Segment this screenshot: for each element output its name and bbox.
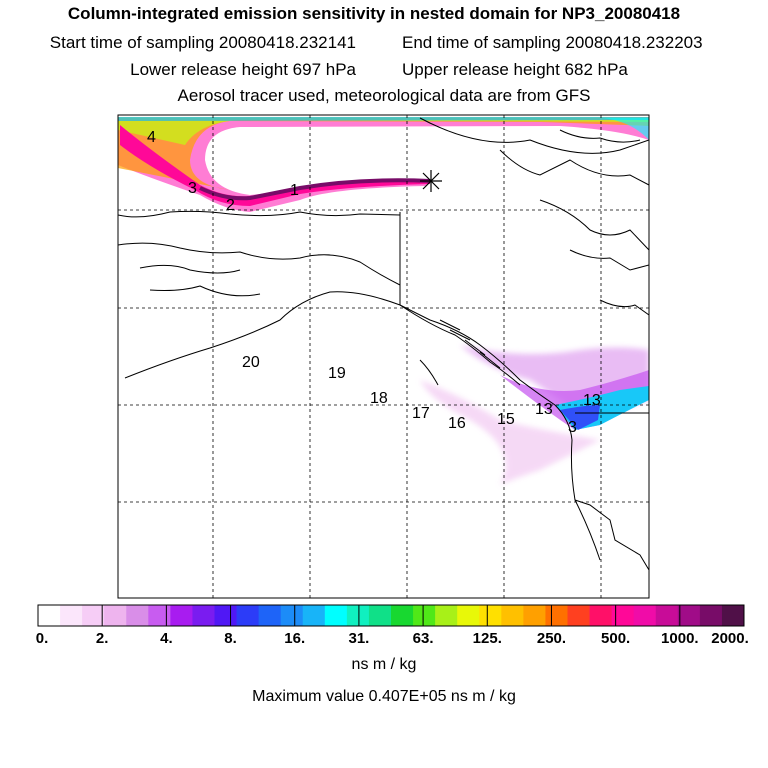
- colorbar-swatch: [589, 605, 613, 626]
- day-marker: 4: [147, 129, 156, 146]
- colorbar-label: 0.: [35, 630, 49, 647]
- colorbar-label: 125.: [472, 630, 502, 647]
- colorbar-swatch: [501, 605, 524, 626]
- colorbar-swatch: [677, 605, 701, 626]
- upper-release-height: Upper release height 682 hPa: [402, 60, 628, 79]
- day-marker: 1: [290, 182, 299, 199]
- tracer-note: Aerosol tracer used, meteorological data…: [177, 86, 591, 105]
- colorbar-swatch: [523, 605, 546, 626]
- colorbar-swatch: [104, 605, 127, 626]
- day-marker: 18: [370, 390, 388, 407]
- colorbar-swatch: [655, 605, 679, 626]
- lower-release-height: Lower release height 697 hPa: [130, 60, 356, 79]
- colorbar-swatch: [435, 605, 458, 626]
- colorbar-swatch: [60, 605, 83, 626]
- maximum-value: Maximum value 0.407E+05 ns m / kg: [252, 688, 516, 705]
- colorbar-swatch: [38, 605, 61, 626]
- colorbar-unit: ns m / kg: [351, 656, 417, 673]
- day-marker: 13: [535, 401, 553, 418]
- day-marker: 16: [448, 415, 466, 432]
- colorbar-label: 31.: [348, 630, 370, 647]
- colorbar-swatch: [413, 605, 436, 626]
- political-borders: [399, 212, 649, 414]
- colorbar-swatch: [148, 605, 171, 626]
- plot-title: Column-integrated emission sensitivity i…: [67, 4, 681, 23]
- colorbar-swatch: [170, 605, 193, 626]
- day-marker: 2: [226, 197, 235, 214]
- coastlines: [118, 117, 649, 571]
- colorbar-swatch: [258, 605, 282, 626]
- colorbar-label: 500.: [601, 630, 631, 647]
- colorbar-swatch: [391, 605, 414, 626]
- start-time: Start time of sampling 20080418.232141: [49, 33, 356, 52]
- emission-plume-arctic: [118, 117, 649, 212]
- day-marker: 20: [242, 354, 260, 371]
- colorbar-label: 4.: [160, 630, 173, 647]
- colorbar-swatch: [192, 605, 215, 626]
- colorbar: [37, 604, 745, 627]
- colorbar-swatch: [699, 605, 723, 626]
- colorbar-swatch: [611, 605, 635, 626]
- colorbar-swatch: [82, 605, 105, 626]
- colorbar-swatch: [280, 605, 304, 626]
- graticule: [118, 115, 649, 598]
- colorbar-swatch: [324, 605, 348, 626]
- colorbar-swatch: [346, 605, 370, 626]
- day-marker: 13: [583, 392, 601, 409]
- colorbar-border: [37, 604, 745, 627]
- colorbar-swatch: [633, 605, 657, 626]
- colorbar-swatch: [721, 605, 745, 626]
- colorbar-swatch: [214, 605, 238, 626]
- day-marker: 17: [412, 405, 430, 422]
- colorbar-swatch: [479, 605, 502, 626]
- day-marker: 3: [188, 180, 197, 197]
- end-time: End time of sampling 20080418.232203: [402, 33, 703, 52]
- day-marker: 3: [568, 419, 577, 436]
- colorbar-label: 250.: [536, 630, 567, 647]
- colorbar-swatch: [302, 605, 326, 626]
- colorbar-label: 2000.: [711, 630, 749, 647]
- day-marker: 19: [328, 365, 346, 382]
- colorbar-swatch: [368, 605, 392, 626]
- colorbar-swatch: [567, 605, 591, 626]
- colorbar-label: 63.: [412, 630, 434, 647]
- colorbar-swatch: [236, 605, 260, 626]
- colorbar-label: 2.: [95, 630, 109, 647]
- colorbar-label: 1000.: [661, 630, 699, 647]
- colorbar-label: 16.: [284, 630, 306, 647]
- colorbar-swatch: [457, 605, 480, 626]
- day-marker: 15: [497, 411, 515, 428]
- emission-plume-pacific: [420, 345, 649, 485]
- release-site-marker: [420, 170, 442, 192]
- colorbar-swatch: [126, 605, 149, 626]
- colorbar-swatch: [545, 605, 568, 626]
- colorbar-label: 8.: [224, 630, 237, 647]
- map-frame: [117, 114, 650, 599]
